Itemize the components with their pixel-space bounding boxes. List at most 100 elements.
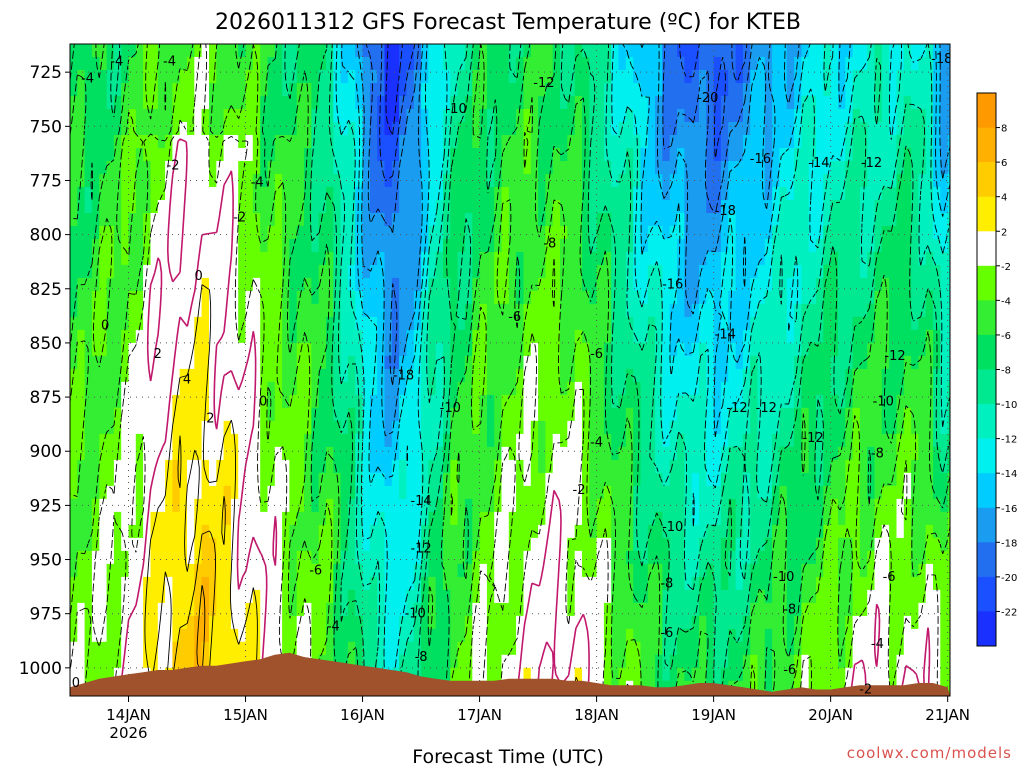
temperature-cell [406,239,415,253]
temperature-cell [450,135,459,149]
temperature-cell [304,524,312,539]
temperature-cell [516,615,524,630]
temperature-cell [713,667,722,682]
temperature-cell [735,161,744,175]
temperature-cell [201,550,210,565]
temperature-cell [267,83,276,97]
temperature-cell [501,537,510,552]
temperature-cell [560,96,568,110]
temperature-cell [282,381,290,396]
temperature-cell [450,109,459,123]
temperature-cell [245,44,254,58]
temperature-cell [735,641,744,656]
temperature-cell [735,264,744,279]
temperature-cell [750,109,759,123]
temperature-cell [413,628,422,643]
temperature-cell [677,537,685,552]
temperature-cell [582,161,590,175]
temperature-cell [91,511,100,526]
temperature-cell [179,615,188,630]
temperature-cell [347,187,356,201]
temperature-cell [545,148,554,162]
temperature-cell [311,329,320,344]
temperature-cell [384,472,393,487]
temperature-cell [282,264,290,279]
temperature-cell [121,524,130,539]
temperature-cell [538,187,546,201]
temperature-cell [472,174,481,188]
temperature-cell [289,420,298,435]
temperature-cell [245,576,254,591]
temperature-cell [340,511,349,526]
temperature-cell [684,446,693,461]
temperature-cell [340,226,349,240]
temperature-cell [340,602,349,617]
temperature-cell [472,446,481,461]
temperature-cell [209,96,217,110]
temperature-cell [450,381,459,396]
temperature-cell [501,420,510,435]
temperature-cell [187,316,195,331]
temperature-cell [150,537,159,552]
temperature-cell [582,57,590,71]
temperature-cell [691,135,700,149]
temperature-cell [289,355,298,370]
temperature-cell [669,459,678,474]
temperature-cell [216,303,225,318]
temperature-cell [545,368,554,383]
temperature-cell [589,615,598,630]
temperature-cell [699,654,707,669]
temperature-cell [413,615,422,630]
temperature-cell [157,251,166,266]
temperature-cell [684,459,693,474]
temperature-cell [267,485,276,500]
temperature-cell [647,316,656,331]
temperature-cell [91,200,100,214]
temperature-cell [128,407,137,422]
temperature-cell [574,290,583,305]
temperature-cell [296,70,305,84]
temperature-cell [362,109,371,123]
temperature-cell [603,290,612,305]
temperature-cell [699,251,707,266]
temperature-cell [457,264,466,279]
temperature-cell [377,251,386,266]
temperature-cell [640,70,649,84]
temperature-cell [545,641,554,656]
temperature-cell [165,433,173,448]
temperature-cell [150,277,159,292]
temperature-cell [530,264,539,279]
temperature-cell [567,628,576,643]
temperature-cell [772,264,780,279]
temperature-cell [135,641,144,656]
temperature-cell [311,524,320,539]
temperature-cell [304,472,312,487]
temperature-cell [472,641,481,656]
temperature-cell [611,342,620,357]
temperature-cell [282,251,290,266]
temperature-cell [713,264,722,279]
temperature-cell [216,135,225,149]
temperature-cell [735,550,744,565]
temperature-cell [545,161,554,175]
temperature-cell [464,355,473,370]
temperature-cell [560,264,568,279]
temperature-cell [560,602,568,617]
temperature-cell [187,459,195,474]
temperature-cell [662,174,671,188]
temperature-cell [223,44,232,58]
temperature-cell [296,485,305,500]
temperature-cell [501,264,510,279]
temperature-cell [340,459,349,474]
temperature-cell [647,446,656,461]
temperature-cell [772,109,780,123]
temperature-cell [267,135,276,149]
temperature-cell [274,83,283,97]
temperature-cell [179,524,188,539]
temperature-cell [494,200,503,214]
temperature-cell [194,148,203,162]
temperature-cell [677,96,685,110]
temperature-cell [457,174,466,188]
temperature-cell [633,290,642,305]
temperature-cell [633,122,642,136]
